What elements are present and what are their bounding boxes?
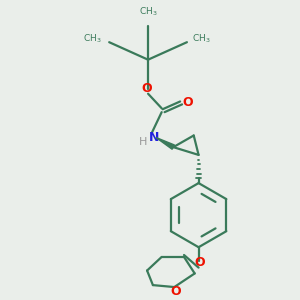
Text: O: O [194,256,205,269]
Text: H: H [139,137,147,147]
Text: O: O [170,285,181,298]
Polygon shape [156,137,175,149]
Text: CH$_3$: CH$_3$ [139,5,158,18]
Text: N: N [149,131,159,144]
Text: CH$_3$: CH$_3$ [192,32,210,45]
Text: O: O [142,82,152,95]
Text: CH$_3$: CH$_3$ [83,32,101,45]
Text: O: O [183,96,193,109]
